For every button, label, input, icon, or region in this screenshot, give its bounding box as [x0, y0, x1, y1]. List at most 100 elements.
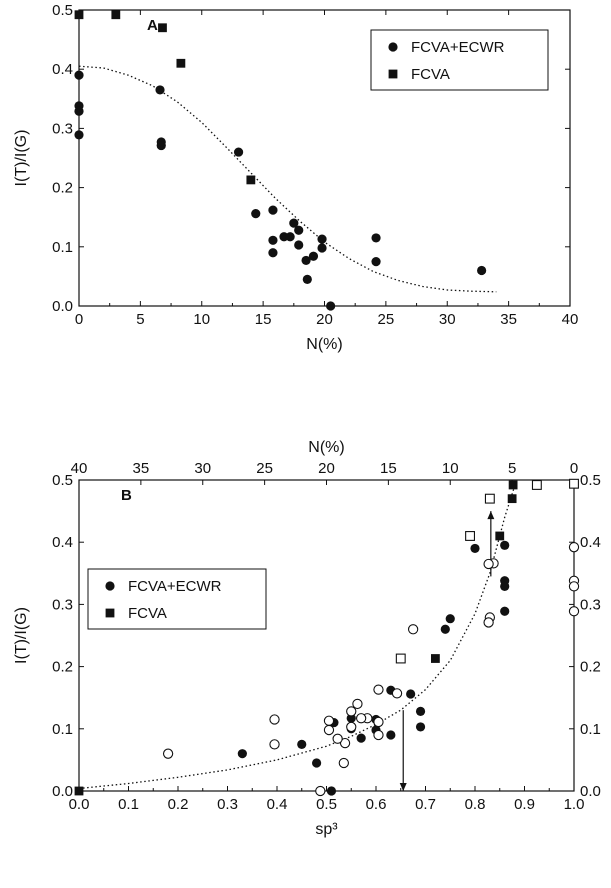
data-point — [568, 581, 580, 592]
data-point — [268, 235, 278, 245]
data-point — [326, 786, 337, 796]
y-axis-title: I(T)/I(G) — [13, 130, 30, 187]
data-point — [269, 714, 280, 725]
x-tick-label: 5 — [136, 311, 144, 328]
data-point — [338, 757, 349, 769]
y2-tick-label: 0.2 — [580, 659, 601, 676]
legend-label: FCVA — [411, 66, 450, 83]
x-tick-label: 0.9 — [514, 796, 535, 813]
data-point — [246, 175, 256, 185]
series-fcva-ecwr — [237, 540, 510, 796]
fit-curve — [78, 486, 516, 790]
legend: FCVA+ECWR FCVA — [370, 29, 549, 91]
data-point — [289, 218, 299, 228]
data-point — [500, 606, 510, 616]
data-point — [568, 542, 580, 553]
fit-curve — [78, 65, 497, 293]
data-point — [445, 614, 455, 624]
x2-tick-label: 25 — [256, 460, 273, 477]
x-tick-label: 10 — [193, 311, 210, 328]
data-point — [373, 684, 384, 695]
data-point — [301, 255, 311, 266]
y-tick-label: 0.1 — [52, 721, 73, 738]
series-fcva — [74, 480, 518, 796]
legend: FCVA+ECWR FCVA — [87, 568, 267, 630]
panel-label: B — [121, 487, 132, 504]
data-point — [569, 478, 579, 489]
data-point — [308, 251, 319, 261]
legend-box — [87, 568, 267, 630]
x-tick-label: 0.3 — [217, 796, 238, 813]
x2-tick-label: 0 — [570, 460, 578, 477]
data-point — [507, 494, 517, 504]
data-point — [431, 654, 440, 663]
x2-tick-label: 15 — [380, 460, 397, 477]
data-point — [155, 85, 165, 95]
y2-tick-label: 0.3 — [580, 596, 601, 613]
y-tick-label: 0.2 — [52, 659, 73, 676]
legend-marker — [388, 69, 398, 79]
data-point — [500, 540, 510, 550]
legend-marker — [105, 608, 115, 618]
data-point — [568, 606, 580, 617]
data-point — [269, 739, 280, 750]
data-point — [315, 785, 326, 797]
y-tick-label: 0.3 — [52, 596, 73, 613]
data-point — [74, 786, 84, 796]
x-axis-title: sp³ — [315, 821, 338, 838]
x-tick-label: 0.7 — [415, 796, 436, 813]
x-axis-title: N(%) — [306, 336, 342, 353]
data-point — [483, 558, 494, 570]
data-point — [158, 23, 167, 33]
x2-tick-label: 20 — [318, 460, 335, 477]
data-point — [251, 209, 261, 219]
arrow-down — [399, 710, 407, 791]
x-tick-label: 20 — [316, 311, 333, 328]
x-tick-label: 0.6 — [366, 796, 387, 813]
data-point — [285, 232, 295, 242]
y2-tick-label: 0.5 — [580, 472, 601, 489]
data-point — [406, 689, 416, 699]
y2-tick-label: 0.4 — [580, 534, 601, 551]
data-point — [407, 624, 419, 635]
panel-label: A — [147, 17, 158, 34]
data-point — [483, 617, 494, 628]
data-point — [339, 737, 351, 749]
x-tick-label: 0 — [75, 311, 83, 328]
data-point — [371, 257, 381, 267]
x2-tick-label: 5 — [508, 460, 516, 477]
data-point — [373, 729, 384, 741]
data-point — [386, 730, 396, 740]
data-point — [477, 265, 487, 276]
data-point — [74, 130, 84, 140]
x-tick-label: 0.4 — [267, 796, 288, 813]
x-tick-label: 35 — [500, 311, 517, 328]
x2-tick-label: 35 — [133, 460, 150, 477]
y-tick-label: 0.4 — [52, 534, 73, 551]
data-point — [294, 240, 304, 250]
y-tick-label: 0.4 — [52, 61, 73, 78]
series-open-square — [395, 478, 579, 664]
y-tick-label: 0.3 — [52, 120, 73, 137]
series-open-circle — [162, 542, 580, 797]
x-tick-label: 30 — [439, 311, 456, 328]
y-tick-label: 0.5 — [52, 2, 73, 19]
x2-tick-label: 30 — [194, 460, 211, 477]
data-point — [508, 480, 518, 490]
data-point — [302, 274, 312, 284]
data-point — [237, 749, 247, 759]
data-point — [356, 733, 366, 743]
data-point — [415, 706, 426, 716]
data-point — [162, 748, 174, 759]
x-tick-label: 1.0 — [564, 796, 585, 813]
x-tick-label: 0.5 — [316, 796, 337, 813]
data-point — [74, 70, 84, 80]
data-point — [346, 721, 357, 733]
data-point — [531, 480, 542, 490]
data-point — [346, 706, 357, 717]
data-point — [323, 715, 335, 726]
data-point — [294, 225, 304, 235]
x2-axis-title: N(%) — [308, 439, 344, 456]
data-point — [268, 205, 278, 215]
